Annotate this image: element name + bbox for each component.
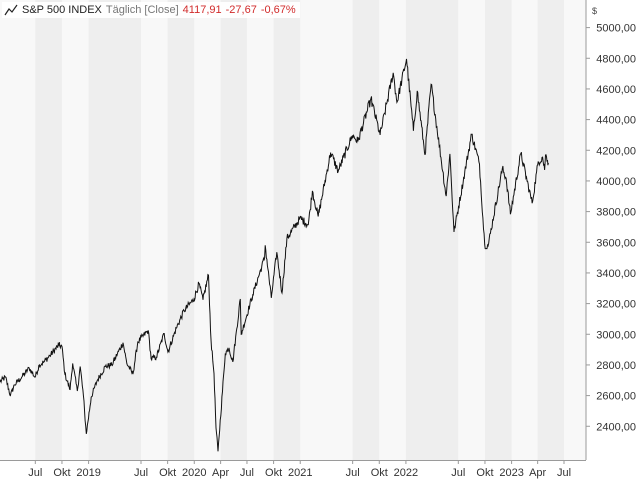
y-tick-label: 3800,00 (596, 207, 636, 219)
time-band (194, 0, 221, 460)
time-band (352, 0, 380, 460)
time-bands (0, 0, 586, 460)
x-tick-label: Okt (265, 467, 282, 479)
y-axis-panel (586, 0, 640, 480)
x-tick-label: Jul (557, 467, 571, 479)
x-tick-label: Apr (529, 467, 546, 479)
line-chart-icon (4, 4, 18, 16)
y-ticks: 2400,00 2600,00 2800,00 3000,00 3200,00 3400,… (586, 23, 636, 433)
y-tick-label: 4400,00 (596, 115, 636, 127)
y-tick-label: 4800,00 (596, 53, 636, 65)
y-tick-label: 3200,00 (596, 299, 636, 311)
time-band (220, 0, 247, 460)
y-tick-label: 2400,00 (596, 421, 636, 433)
time-band (563, 0, 586, 460)
time-band (484, 0, 512, 460)
x-ticks: Jul Okt 2019 Jul Okt 2020 Apr Jul Okt 2021 Jul Okt 2… (28, 460, 571, 479)
x-tick-label: Okt (159, 467, 176, 479)
x-tick-label: Okt (371, 467, 388, 479)
time-band (246, 0, 274, 460)
time-band (300, 0, 353, 460)
period-label: Täglich [Close] (105, 4, 179, 16)
x-tick-label: Jul (28, 467, 42, 479)
chart-legend: S&P 500 INDEX Täglich [Close] 4117,91 -2… (2, 2, 300, 18)
price-line (0, 58, 549, 452)
last-value: 4117,91 (182, 4, 222, 16)
x-tick-label: 2020 (182, 467, 206, 479)
x-tick-label: Jul (240, 467, 254, 479)
time-band (167, 0, 195, 460)
time-band (273, 0, 301, 460)
y-tick-label: 4000,00 (596, 176, 636, 188)
y-axis-unit: $ (592, 6, 597, 16)
time-band (405, 0, 459, 460)
instrument-name: S&P 500 INDEX (22, 4, 102, 16)
time-band (35, 0, 62, 460)
x-tick-label: Apr (212, 467, 229, 479)
y-tick-label: 3400,00 (596, 268, 636, 280)
y-tick-label: 4600,00 (596, 84, 636, 96)
time-band (140, 0, 168, 460)
time-band (379, 0, 406, 460)
y-tick-label: 3000,00 (596, 329, 636, 341)
time-band (61, 0, 89, 460)
x-tick-label: 2023 (499, 467, 523, 479)
y-tick-label: 2600,00 (596, 391, 636, 403)
time-band (537, 0, 564, 460)
change-percent: -0,67% (260, 4, 296, 16)
change-value: -27,67 (225, 4, 257, 16)
y-tick-label: 4200,00 (596, 145, 636, 157)
x-tick-label: Jul (346, 467, 360, 479)
time-band (0, 0, 36, 460)
x-tick-label: 2021 (288, 467, 312, 479)
x-tick-label: Jul (451, 467, 465, 479)
y-tick-label: 5000,00 (596, 23, 636, 35)
time-band (88, 0, 141, 460)
time-band (458, 0, 485, 460)
y-tick-label: 2800,00 (596, 360, 636, 372)
x-tick-label: 2022 (394, 467, 418, 479)
x-axis-panel (0, 460, 586, 480)
x-tick-label: Okt (476, 467, 493, 479)
x-tick-label: Jul (134, 467, 148, 479)
y-tick-label: 3600,00 (596, 237, 636, 249)
x-tick-label: 2019 (76, 467, 100, 479)
x-tick-label: Okt (53, 467, 70, 479)
time-band (511, 0, 538, 460)
